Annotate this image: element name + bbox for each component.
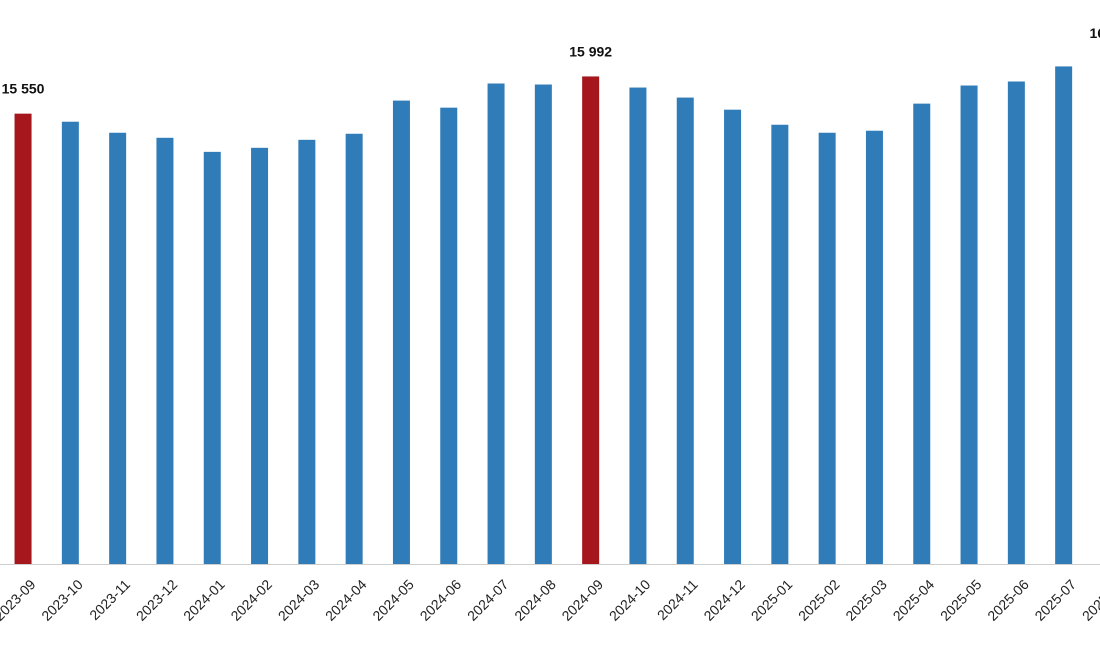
x-tick-label: 2024-05: [369, 576, 417, 624]
bar: [392, 100, 410, 565]
bar: [1055, 66, 1073, 565]
x-tick-label: 2025-07: [1031, 576, 1079, 624]
bar: [913, 103, 931, 564]
x-tick-label: 2024-06: [417, 576, 465, 624]
x-tick-label: 2024-01: [180, 576, 228, 624]
bar: [298, 139, 316, 565]
bar: [203, 151, 221, 564]
bar: [156, 137, 174, 564]
x-tick-label: 2024-04: [322, 576, 370, 624]
x-tick-label: 2023-12: [133, 576, 181, 624]
x-tick-label: 2025-05: [937, 576, 985, 624]
x-tick-label: 2023-09: [0, 576, 39, 624]
x-tick-label: 2024-08: [511, 576, 559, 624]
bar: [109, 132, 127, 565]
x-tick-label: 2023-10: [38, 576, 86, 624]
bar: [61, 121, 79, 564]
x-tick-label: 2024-03: [275, 576, 323, 624]
x-tick-label: 2024-12: [700, 576, 748, 624]
bar: [14, 113, 32, 565]
x-tick-label: 2024-07: [464, 576, 512, 624]
x-tick-label: 2025-02: [795, 576, 843, 624]
data-label: 16 213: [1090, 25, 1100, 41]
bar: [440, 107, 458, 565]
x-tick-label: 2025-04: [890, 576, 938, 624]
x-tick-label: 2024-09: [558, 576, 606, 624]
x-tick-label: 2025-03: [842, 576, 890, 624]
bar: [865, 130, 883, 564]
x-tick-label: 2024-10: [606, 576, 654, 624]
bar: [582, 76, 600, 564]
bar: [534, 84, 552, 565]
data-label: 15 550: [2, 81, 45, 97]
bar: [818, 132, 836, 565]
x-tick-label: 2023-11: [86, 576, 133, 623]
x-tick-label: 2024-11: [654, 576, 701, 623]
x-tick-label: 2025-08: [1079, 576, 1100, 624]
bar: [629, 87, 647, 565]
bar: [771, 124, 789, 565]
bar: [724, 109, 742, 565]
bar: [1007, 81, 1025, 564]
bar: [487, 83, 505, 564]
bar: [676, 97, 694, 564]
bar: [960, 85, 978, 564]
data-label: 15 992: [569, 43, 612, 59]
x-tick-label: 2025-01: [748, 576, 796, 624]
bar: [345, 133, 363, 564]
x-tick-label: 2025-06: [984, 576, 1032, 624]
x-tick-label: 2024-02: [227, 576, 275, 624]
bar: [251, 147, 269, 564]
